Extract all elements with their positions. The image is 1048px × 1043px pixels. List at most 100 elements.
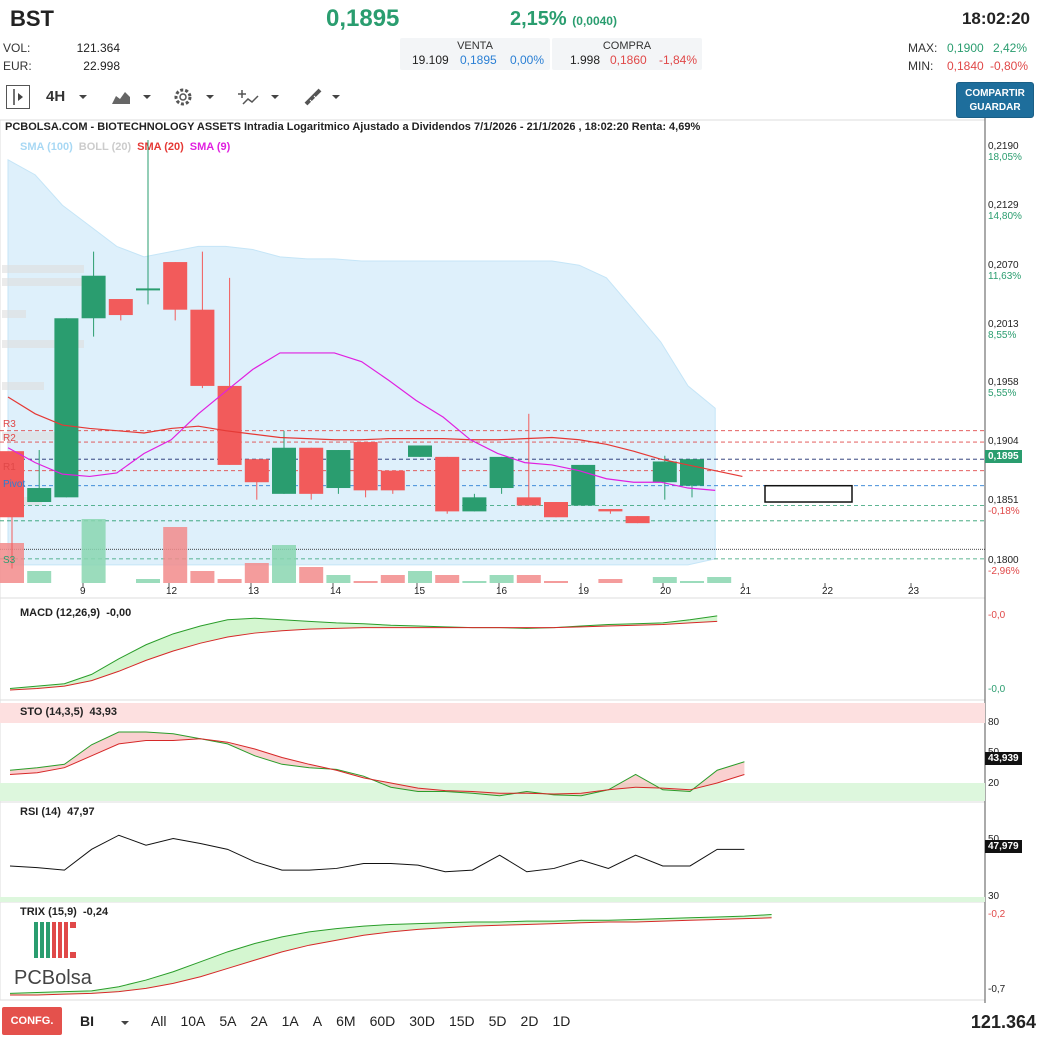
config-button[interactable]: CONFG. xyxy=(2,1007,62,1035)
chevron-down-icon[interactable] xyxy=(205,94,215,100)
macd-axis-top: -0,0 xyxy=(988,610,1006,621)
current-price-badge: 0,1895 xyxy=(985,450,1022,463)
price-axis-label: 0,2070 xyxy=(988,260,1019,271)
sma20-line xyxy=(7,396,743,478)
volume-bar xyxy=(272,545,296,583)
range-button-1d[interactable]: 1D xyxy=(552,1013,571,1029)
range-button-1a[interactable]: 1A xyxy=(281,1013,299,1029)
price-axis-label: 0,1800 xyxy=(988,555,1019,566)
macd-axis-bottom: -0,0 xyxy=(988,684,1006,695)
candle-body xyxy=(680,459,704,486)
gear-icon[interactable] xyxy=(172,86,194,108)
sto-label: STO (14,3,5) 43,93 xyxy=(20,706,117,718)
legend-sma100: SMA (100) xyxy=(20,141,73,153)
buy-label: COMPRA xyxy=(602,40,652,52)
range-button-10a[interactable]: 10A xyxy=(180,1013,206,1029)
sto-overbought-zone xyxy=(0,703,985,723)
candle-body xyxy=(136,288,160,291)
share-save-button[interactable]: COMPARTIR GUARDAR xyxy=(956,82,1034,118)
interval-selector[interactable]: 4H xyxy=(46,88,66,105)
logo-text: PCBolsa xyxy=(14,967,92,989)
trix-fill xyxy=(10,914,772,995)
ruler-icon[interactable] xyxy=(302,86,324,108)
volume-bar xyxy=(462,581,487,583)
price-axis-label: 0,2190 xyxy=(988,141,1019,152)
volume-bar xyxy=(81,519,106,583)
sto-oversold-zone xyxy=(0,783,985,801)
trix-value: -0,24 xyxy=(82,906,109,918)
sto-k-line xyxy=(9,731,745,797)
volume-bar xyxy=(707,577,732,583)
drawing-tools-icon[interactable] xyxy=(238,86,260,108)
candle-body xyxy=(27,488,52,503)
candle-body xyxy=(516,497,541,506)
sidebar-toggle-button[interactable] xyxy=(6,85,30,109)
rsi-oversold-zone xyxy=(0,897,985,902)
candle-body xyxy=(299,447,324,494)
legend-boll: BOLL (20) xyxy=(78,141,132,153)
panel-toggle-icon xyxy=(13,89,23,105)
range-button-6m[interactable]: 6M xyxy=(336,1013,356,1029)
range-button-2d[interactable]: 2D xyxy=(520,1013,539,1029)
chevron-down-icon[interactable] xyxy=(270,94,280,100)
save-label: GUARDAR xyxy=(969,102,1021,113)
candle-body xyxy=(489,456,514,489)
date-axis-label: 14 xyxy=(330,586,342,597)
date-axis-label: 22 xyxy=(822,586,834,597)
price-axis-pct: 8,55% xyxy=(988,330,1017,341)
date-axis-label: 16 xyxy=(496,586,508,597)
candle-body xyxy=(598,509,623,512)
range-button-a[interactable]: A xyxy=(312,1013,323,1029)
share-label: COMPARTIR xyxy=(965,88,1025,99)
chevron-down-icon[interactable] xyxy=(120,1020,130,1026)
price-change: 2,15% (0,0040) xyxy=(510,8,617,31)
pivot-r1: R1 xyxy=(3,462,16,473)
range-button-5a[interactable]: 5A xyxy=(219,1013,237,1029)
order-depth-bar xyxy=(2,432,62,440)
range-button-2a[interactable]: 2A xyxy=(250,1013,268,1029)
buy-price: 0,1860 xyxy=(610,53,647,67)
vol-value: 121.364 xyxy=(76,41,120,55)
candle-body xyxy=(571,464,596,506)
rsi-value: 47,97 xyxy=(67,806,95,818)
sto-axis-20: 20 xyxy=(988,778,1000,789)
candle-body xyxy=(408,445,432,457)
chevron-down-icon[interactable] xyxy=(331,94,341,100)
rsi-line xyxy=(9,834,745,873)
quote-time: 18:02:20 xyxy=(961,9,1030,28)
mode-selector[interactable]: BI xyxy=(80,1013,94,1029)
trix-label: TRIX (15,9) -0,24 xyxy=(20,906,108,918)
range-button-5d[interactable]: 5D xyxy=(488,1013,507,1029)
date-axis-label: 23 xyxy=(908,586,920,597)
price-axis-label: 0,1851 xyxy=(988,495,1019,506)
range-button-30d[interactable]: 30D xyxy=(409,1013,435,1029)
range-button-15d[interactable]: 15D xyxy=(448,1013,475,1029)
chart-canvas[interactable] xyxy=(0,118,1048,1003)
candle-body xyxy=(544,502,568,518)
sto-fill xyxy=(10,732,745,796)
macd-fill xyxy=(10,615,718,690)
chevron-down-icon[interactable] xyxy=(142,94,152,100)
volume-bar xyxy=(244,563,269,583)
date-axis-label: 13 xyxy=(248,586,260,597)
rsi-badge: 47,979 xyxy=(985,840,1022,853)
legend: SMA (100) BOLL (20) SMA (20) SMA (9) xyxy=(20,137,236,155)
candle-body xyxy=(190,309,215,386)
sto-value: 43,93 xyxy=(89,706,118,718)
min-label: MIN: xyxy=(908,59,934,73)
range-button-60d[interactable]: 60D xyxy=(369,1013,396,1029)
candle-body xyxy=(0,451,24,518)
pivot-r2: R2 xyxy=(3,433,16,444)
buy-pct: -1,84% xyxy=(659,53,698,67)
macd-signal-line xyxy=(9,620,718,691)
chevron-down-icon[interactable] xyxy=(78,94,88,100)
range-button-all[interactable]: All xyxy=(150,1013,167,1029)
candle-body xyxy=(353,442,378,491)
change-abs: (0,0040) xyxy=(572,14,617,28)
rsi-axis-30: 30 xyxy=(988,891,1000,902)
volume-bar xyxy=(408,571,432,583)
sell-qty: 19.109 xyxy=(412,53,449,67)
area-chart-icon[interactable] xyxy=(110,87,132,107)
candle-body xyxy=(326,450,351,489)
sto-d-line xyxy=(9,738,745,795)
